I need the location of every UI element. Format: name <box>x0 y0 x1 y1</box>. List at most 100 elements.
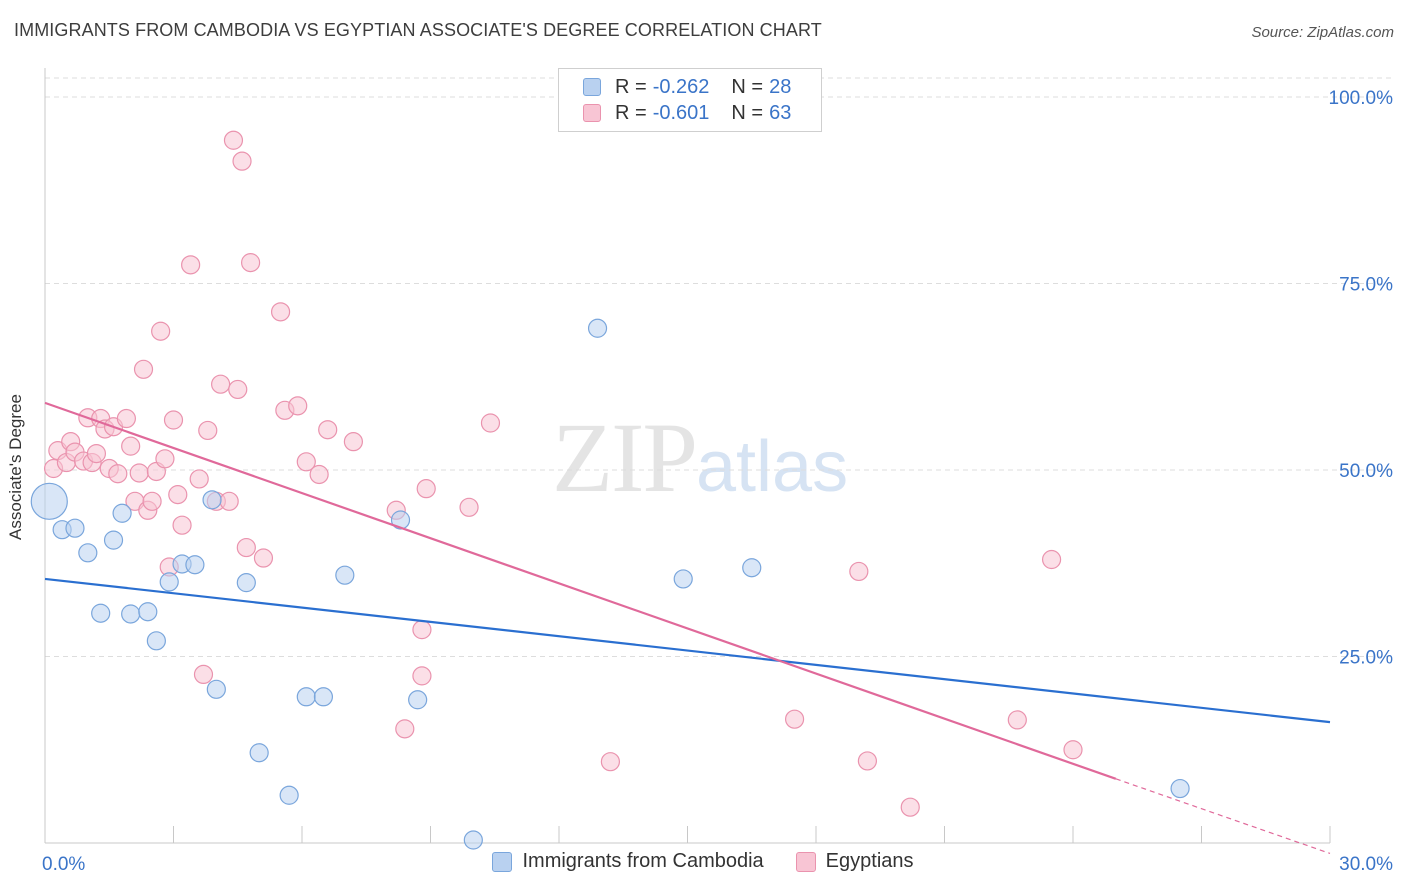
y-tick-label: 75.0% <box>1339 275 1393 296</box>
egyptians-point <box>116 408 136 429</box>
egyptians-point <box>181 255 201 275</box>
cambodia-point <box>103 530 124 550</box>
egyptians-point <box>223 130 244 150</box>
r-label: R = <box>615 75 647 98</box>
cambodia-point <box>121 604 141 624</box>
cambodia-point <box>78 543 98 563</box>
egyptians-point <box>395 719 415 739</box>
cambodia-trend-line <box>44 577 1331 724</box>
egyptians-point <box>172 515 192 535</box>
legend-label-egyptians: Egyptians <box>825 850 914 872</box>
egyptians-point <box>232 151 252 171</box>
n-value: 63 <box>769 101 792 124</box>
egyptians-point <box>1007 710 1027 730</box>
egyptians-point <box>193 664 214 685</box>
cambodia-point <box>742 558 762 578</box>
egyptians-point <box>412 620 432 640</box>
stats-legend: R = -0.262 N = 28 R = -0.601 N = 63 <box>558 68 822 132</box>
cambodia-point <box>335 565 355 585</box>
tick-labels: 100.0% 75.0% 50.0% 25.0% 0.0% 30.0% <box>42 88 1393 875</box>
cambodia-point <box>390 510 411 530</box>
egyptians-point <box>241 253 261 273</box>
n-label: N = <box>731 75 764 98</box>
watermark-atlas: atlas <box>696 427 849 507</box>
egyptians-point <box>108 464 128 484</box>
legend-label-cambodia: Immigrants from Cambodia <box>522 850 764 872</box>
stats-row-egyptians: R = -0.601 N = 63 <box>583 101 791 125</box>
egyptians-swatch <box>583 104 601 122</box>
egyptians-point <box>1063 740 1083 760</box>
cambodia-point <box>313 687 334 707</box>
n-value: 28 <box>769 75 792 98</box>
egyptians-point <box>86 443 107 464</box>
egyptians-point <box>1041 549 1062 570</box>
egyptians-point <box>459 497 479 517</box>
cambodia-point <box>146 631 166 651</box>
cambodia-point <box>30 482 68 520</box>
egyptians-point <box>318 420 338 440</box>
egyptians-point <box>296 452 316 472</box>
cambodia-point <box>408 690 428 710</box>
cambodia-point <box>1170 778 1190 799</box>
cambodia-point <box>279 785 299 805</box>
r-value: -0.262 <box>652 75 710 98</box>
egyptians-point <box>151 321 171 341</box>
y-tick-label: 100.0% <box>1329 88 1394 109</box>
cambodia-point <box>249 743 269 763</box>
egyptians-trend-line <box>44 401 1117 780</box>
egyptians-point <box>288 396 308 416</box>
egyptians-point <box>253 548 274 568</box>
y-tick-label: 25.0% <box>1339 648 1393 669</box>
cambodia-points <box>30 318 1190 850</box>
x-tick-label: 0.0% <box>42 854 85 875</box>
egyptians-point <box>309 464 329 485</box>
egyptians-point <box>168 485 188 505</box>
cambodia-point <box>159 572 179 592</box>
egyptians-point <box>142 491 162 511</box>
egyptians-point <box>219 491 239 511</box>
egyptians-point <box>155 449 175 469</box>
watermark-zip: ZIP <box>552 402 698 513</box>
egyptians-point <box>121 436 141 456</box>
egyptians-point <box>189 469 209 489</box>
egyptians-point <box>129 463 149 483</box>
r-label: R = <box>615 101 647 124</box>
egyptians-point <box>198 420 218 441</box>
egyptians-point <box>784 709 805 729</box>
cambodia-point <box>65 518 85 538</box>
cambodia-point <box>587 318 608 338</box>
legend-item-cambodia[interactable]: Immigrants from Cambodia <box>492 850 764 873</box>
egyptians-trend-extension <box>1115 778 1331 855</box>
trend-lines <box>44 401 1331 855</box>
egyptians-point <box>480 413 501 433</box>
cambodia-point <box>236 573 256 593</box>
egyptians-point <box>600 752 621 772</box>
cambodia-point <box>673 569 693 589</box>
egyptians-point <box>416 479 436 499</box>
r-value: -0.601 <box>652 101 710 124</box>
watermark: ZIPatlas <box>552 400 848 515</box>
cambodia-point <box>185 555 205 575</box>
egyptians-point <box>412 666 432 686</box>
egyptians-point <box>900 797 920 817</box>
y-tick-label: 50.0% <box>1339 461 1393 482</box>
egyptians-legend-swatch <box>795 851 816 872</box>
legend-item-egyptians[interactable]: Egyptians <box>795 850 914 873</box>
egyptians-points <box>43 130 1083 817</box>
cambodia-point <box>202 490 222 510</box>
cambodia-swatch <box>583 78 601 96</box>
axes <box>44 68 1331 844</box>
chart-title: IMMIGRANTS FROM CAMBODIA VS EGYPTIAN ASS… <box>14 20 822 40</box>
cambodia-point <box>138 602 158 622</box>
egyptians-point <box>133 359 154 379</box>
egyptians-point <box>849 561 869 582</box>
egyptians-point <box>270 302 291 322</box>
egyptians-point <box>163 410 184 430</box>
cambodia-point <box>206 679 226 699</box>
egyptians-point <box>236 537 256 558</box>
n-label: N = <box>731 101 764 124</box>
egyptians-point <box>343 432 363 452</box>
egyptians-point <box>857 751 878 771</box>
cambodia-point <box>112 503 132 523</box>
